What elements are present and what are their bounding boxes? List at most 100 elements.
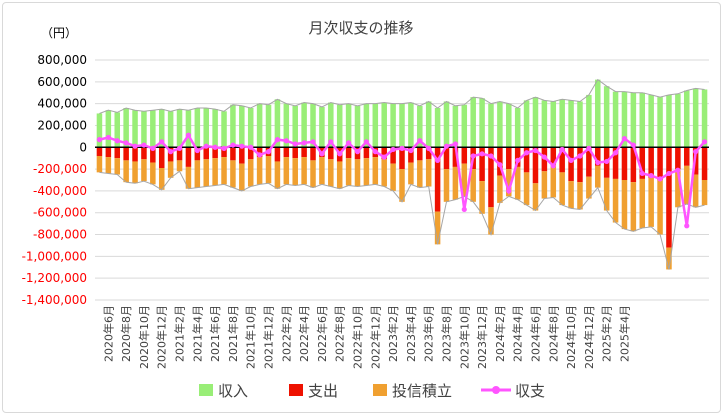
- income-bar: [114, 112, 121, 148]
- investment-bar: [443, 169, 450, 202]
- income-bar: [390, 103, 396, 148]
- expense-bar: [488, 147, 494, 208]
- expense-bar: [666, 147, 672, 248]
- y-tick-label: 600,000: [37, 75, 87, 89]
- x-tick-label: 2025年4月: [618, 305, 632, 362]
- expense-bar: [256, 147, 263, 158]
- investment-bar: [497, 175, 503, 203]
- investment-bar: [381, 159, 387, 187]
- investment-bar: [319, 157, 325, 185]
- investment-bar: [256, 157, 263, 185]
- x-tick-label: 2021年8月: [226, 305, 240, 362]
- expense-bar: [114, 147, 121, 159]
- investment-bar: [630, 182, 637, 232]
- x-tick-label: 2023年12月: [475, 305, 489, 369]
- expense-bar: [595, 147, 601, 166]
- expense-bar: [96, 147, 103, 156]
- balance-point: [612, 150, 619, 156]
- income-bar: [532, 97, 539, 148]
- investment-bar: [274, 161, 281, 189]
- expense-bar: [621, 147, 628, 180]
- income-bar: [328, 102, 334, 148]
- expense-bar: [612, 147, 619, 179]
- balance-point: [684, 223, 690, 229]
- income-bar: [167, 111, 174, 148]
- x-tick-label: 2024年8月: [546, 305, 560, 362]
- balance-point: [657, 176, 663, 182]
- balance-point: [185, 132, 192, 138]
- income-bar: [105, 110, 112, 148]
- income-bar: [639, 92, 646, 148]
- investment-bar: [417, 160, 423, 188]
- expense-bar: [301, 147, 307, 158]
- balance-point: [354, 149, 361, 155]
- balance-point: [666, 170, 672, 177]
- investment-bar: [701, 180, 708, 206]
- investment-bar: [648, 177, 654, 227]
- expense-bar: [390, 147, 396, 164]
- investment-bar: [666, 247, 672, 270]
- balance-point: [310, 139, 316, 145]
- income-bar: [212, 109, 218, 148]
- x-tick-label: 2025年2月: [600, 305, 614, 362]
- income-bar: [310, 103, 316, 148]
- expense-bar: [167, 147, 174, 162]
- investment-bar: [514, 166, 521, 200]
- expense-bar: [283, 147, 290, 158]
- balance-point: [550, 163, 556, 169]
- expense-bar: [212, 147, 218, 159]
- expense-bar: [434, 147, 441, 212]
- investment-bar: [194, 160, 201, 188]
- income-bar: [621, 91, 628, 148]
- expense-bar: [176, 147, 183, 161]
- balance-point: [123, 140, 129, 146]
- balance-point: [203, 143, 209, 149]
- income-bar: [176, 109, 183, 148]
- income-bar: [568, 100, 574, 148]
- expense-bar: [506, 147, 512, 170]
- chart-canvas: 月次収支の推移 （円） 800,000 600,000 400,000 200,000…: [22, 19, 709, 400]
- income-bar: [132, 110, 138, 148]
- balance-point: [168, 149, 174, 155]
- investment-bar: [167, 161, 174, 178]
- investment-bar: [114, 158, 121, 175]
- balance-point: [105, 134, 111, 141]
- expense-bar: [550, 147, 557, 165]
- investment-bar: [345, 158, 352, 186]
- legend-label: 収入: [218, 382, 248, 400]
- income-bar: [523, 100, 530, 148]
- x-tick-label: 2023年6月: [422, 305, 436, 362]
- income-bar: [141, 111, 147, 148]
- balance-point: [523, 150, 530, 156]
- x-tick-label: 2022年12月: [368, 305, 382, 369]
- bar-series: [95, 78, 709, 270]
- balance-point: [381, 154, 387, 160]
- income-bar: [372, 103, 379, 148]
- expense-bar: [230, 147, 236, 161]
- balance-point: [399, 145, 405, 151]
- income-bar: [123, 108, 129, 148]
- expense-bar: [577, 147, 583, 183]
- balance-point: [497, 162, 503, 168]
- investment-bar: [541, 171, 548, 199]
- investment-bar: [452, 166, 459, 200]
- balance-point: [515, 157, 521, 163]
- balance-point: [701, 139, 708, 145]
- investment-bar: [399, 169, 405, 202]
- x-tick-label: 2021年10月: [244, 305, 258, 369]
- y-tick-label: 200,000: [37, 118, 87, 132]
- expense-bar: [443, 147, 450, 170]
- x-tick-label: 2020年8月: [119, 305, 133, 362]
- x-tick-label: 2021年12月: [262, 305, 276, 369]
- balance-point: [568, 157, 574, 163]
- balance-point: [283, 138, 289, 144]
- income-bar: [630, 92, 637, 148]
- income-bar: [239, 105, 245, 148]
- balance-point: [434, 157, 441, 163]
- income-bar: [514, 108, 521, 148]
- expense-bar: [239, 147, 245, 164]
- chart-title: 月次収支の推移: [308, 19, 413, 37]
- investment-bar: [523, 172, 530, 206]
- expense-bar: [132, 147, 138, 162]
- investment-bar: [603, 177, 610, 211]
